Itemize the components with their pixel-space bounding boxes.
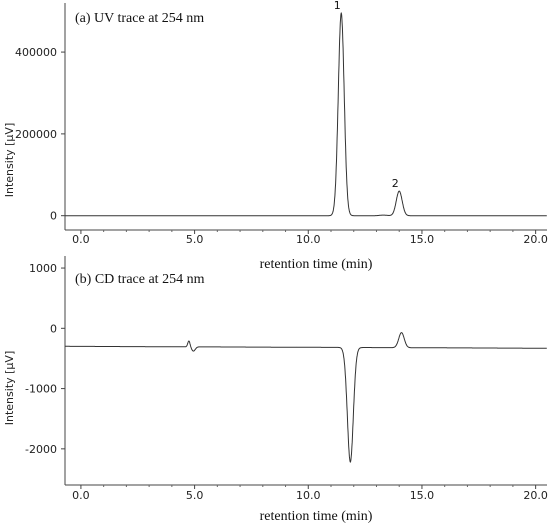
y-tick-label: 400000 <box>15 46 57 59</box>
x-tick-label: 10.0 <box>296 233 321 246</box>
uv-peak-labels: 12 <box>334 0 399 190</box>
y-tick-label: 0 <box>50 210 57 223</box>
y-tick-label: 1000 <box>29 262 57 275</box>
x-tick-label: 0.0 <box>72 489 90 502</box>
x-tick-label: 0.0 <box>72 233 90 246</box>
y-tick-label: 0 <box>50 322 57 335</box>
x-tick-label: 15.0 <box>410 233 435 246</box>
uv-trace-panel: (a) UV trace at 254 nm Intensity [µV] re… <box>3 0 548 272</box>
uv-trace-line <box>65 11 547 217</box>
cd-trace-line <box>65 332 547 463</box>
y-tick-label: -2000 <box>25 443 57 456</box>
cd-axis-ticks: 0.0 5.0 10.0 15.0 20.0 1000 0 -1000 -2000 <box>25 256 548 502</box>
cd-x-axis-label: retention time (min) <box>260 509 373 524</box>
uv-y-axis-label: Intensity [µV] <box>3 123 16 197</box>
peak-label: 1 <box>334 0 341 12</box>
cd-trace-panel: (b) CD trace at 254 nm Intensity [µV] re… <box>3 256 548 524</box>
x-tick-label: 5.0 <box>186 489 204 502</box>
x-tick-label: 5.0 <box>186 233 204 246</box>
cd-y-axis-label: Intensity [µV] <box>3 351 16 425</box>
y-tick-label: 200000 <box>15 128 57 141</box>
x-tick-label: 20.0 <box>523 233 548 246</box>
x-tick-label: 10.0 <box>296 489 321 502</box>
uv-x-axis-label: retention time (min) <box>260 257 373 272</box>
cd-trace-title: (b) CD trace at 254 nm <box>75 272 205 287</box>
x-tick-label: 15.0 <box>410 489 435 502</box>
uv-axis-ticks: 0.0 5.0 10.0 15.0 20.0 0 200000 400000 <box>15 3 548 246</box>
uv-trace-title: (a) UV trace at 254 nm <box>75 11 204 26</box>
y-tick-label: -1000 <box>25 383 57 396</box>
x-tick-label: 20.0 <box>523 489 548 502</box>
peak-label: 2 <box>392 177 399 190</box>
